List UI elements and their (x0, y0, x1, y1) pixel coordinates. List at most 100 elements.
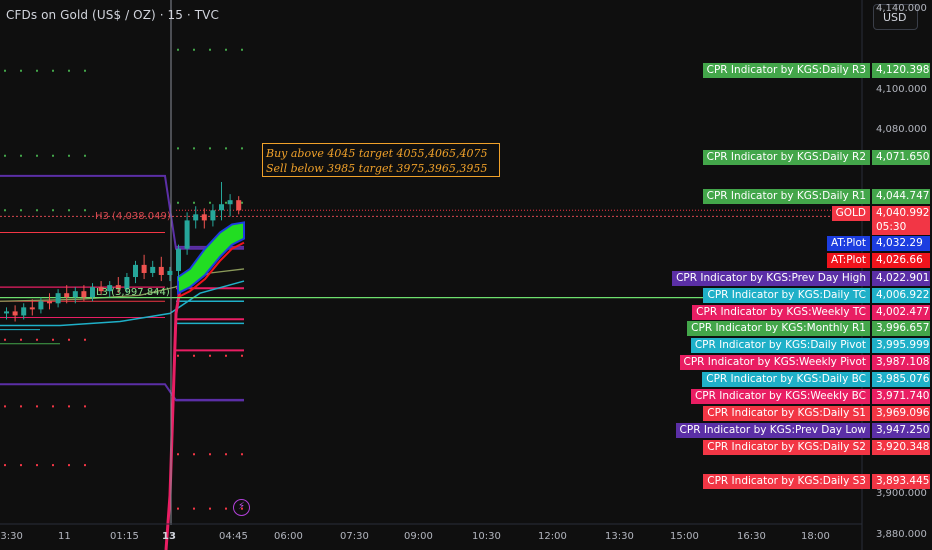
level-value-label: 4,006.922 (872, 288, 930, 303)
time-tick: 23:30 (0, 531, 23, 542)
level-value-label: 3,920.348 (872, 440, 930, 455)
time-tick: 09:00 (404, 531, 433, 542)
price-tick: 3,880.000 (876, 528, 927, 540)
trade-note-sell: Sell below 3985 target 3975,3965,3955 (266, 162, 488, 175)
candle-body (98, 287, 104, 292)
time-tick: 01:15 (110, 531, 139, 542)
level-name-label: AT:Plot (827, 236, 870, 251)
time-tick: 04:45 (219, 531, 248, 542)
candle-body (64, 293, 70, 298)
level-name-label: CPR Indicator by KGS:Daily S3 (703, 474, 870, 489)
time-tick: 18:00 (801, 531, 830, 542)
price-tick: 4,100.000 (876, 83, 927, 95)
currency-button[interactable]: USD (873, 4, 918, 30)
candle-body (141, 264, 147, 273)
level-value-label: 4,026.66 (872, 253, 930, 268)
level-value-label: 3,893.445 (872, 474, 930, 489)
h3-label: H3 (4,038.049) (95, 211, 171, 222)
level-name-label: CPR Indicator by KGS:Prev Day High (672, 271, 870, 286)
trade-note[interactable]: Buy above 4045 target 4055,4065,4075 Sel… (262, 143, 500, 177)
ma-line-cyan (0, 280, 245, 327)
trade-note-buy: Buy above 4045 target 4055,4065,4075 (266, 147, 488, 160)
candle-body (55, 293, 61, 304)
level-value-label: 4,022.901 (872, 271, 930, 286)
level-name-label: CPR Indicator by KGS:Daily BC (702, 372, 870, 387)
time-tick: 13:30 (605, 531, 634, 542)
candle-body (29, 307, 35, 310)
level-name-label: CPR Indicator by KGS:Daily R2 (702, 150, 870, 165)
level-name-label: CPR Indicator by KGS:Weekly BC (690, 389, 870, 404)
time-tick: 11 (58, 531, 71, 542)
candle-body (133, 264, 138, 278)
candle-body (124, 277, 130, 290)
level-name-label: CPR Indicator by KGS:Daily S1 (703, 406, 870, 421)
level-value-label: 4,071.650 (872, 150, 930, 165)
level-value-label: 4,002.477 (872, 305, 930, 320)
candle-body (201, 214, 207, 221)
l3-label: L3 (3,997.844) (96, 287, 170, 298)
time-tick: 16:30 (737, 531, 766, 542)
time-tick: 07:30 (340, 531, 369, 542)
time-tick: 12:00 (538, 531, 567, 542)
candle-body (72, 291, 78, 298)
candle-body (219, 204, 224, 211)
level-value-label: 4,032.29 (872, 236, 930, 251)
candle-body (227, 200, 233, 205)
level-value-label: 3,995.999 (872, 338, 930, 353)
prev-day-low-line (0, 383, 244, 402)
level-name-label: CPR Indicator by KGS:Daily TC (703, 288, 870, 303)
candle-body (38, 301, 44, 310)
level-value-label: 4,040.992 (872, 206, 930, 221)
candle-body (176, 248, 181, 271)
candle-body (236, 200, 242, 211)
candle-body (150, 266, 156, 273)
level-name-label: AT:Plot (827, 253, 870, 268)
level-name-label: CPR Indicator by KGS:Weekly TC (692, 305, 870, 320)
candle-body (210, 210, 216, 221)
time-tick: 13 (162, 531, 176, 542)
level-value-label: 3,987.108 (872, 355, 930, 370)
candle-body (47, 301, 52, 304)
level-name-label: CPR Indicator by KGS:Daily S2 (703, 440, 870, 455)
time-tick: 10:30 (472, 531, 501, 542)
price-tick: 4,140.000 (876, 3, 927, 15)
at-lower-line (177, 241, 245, 299)
at-cloud (177, 221, 245, 295)
candle-body (21, 307, 27, 316)
candle-body (158, 266, 164, 275)
candle-body (81, 291, 87, 298)
session-drop-line (164, 288, 182, 550)
candle-body (184, 220, 190, 249)
gold-countdown: 05:30 (872, 220, 930, 235)
lightning-icon[interactable]: ⚡ (233, 499, 250, 516)
level-lines-layer (0, 48, 246, 510)
symbol-title[interactable]: CFDs on Gold (US$ / OZ) · 15 · TVC (6, 8, 219, 22)
level-value-label: 4,044.747 (872, 189, 930, 204)
level-value-label: 3,947.250 (872, 423, 930, 438)
time-tick: 06:00 (274, 531, 303, 542)
candle-body (115, 285, 121, 290)
candle-body (12, 311, 18, 316)
price-tick: 3,900.000 (876, 488, 927, 500)
time-tick: 15:00 (670, 531, 699, 542)
level-name-label: CPR Indicator by KGS:Monthly R1 (687, 321, 870, 336)
level-name-label: CPR Indicator by KGS:Daily R1 (702, 189, 870, 204)
level-name-label: CPR Indicator by KGS:Prev Day Low (675, 423, 870, 438)
candle-body (167, 270, 173, 275)
level-value-label: 4,120.398 (872, 63, 930, 78)
price-tick: 4,080.000 (876, 124, 927, 136)
candles-layer (4, 181, 242, 322)
level-name-label: CPR Indicator by KGS:Daily R3 (702, 63, 870, 78)
level-value-label: 3,971.740 (872, 389, 930, 404)
candle-body (4, 311, 9, 314)
level-value-label: 3,969.096 (872, 406, 930, 421)
level-value-label: 3,996.657 (872, 321, 930, 336)
level-name-label: GOLD (831, 206, 870, 221)
level-name-label: CPR Indicator by KGS:Weekly Pivot (679, 355, 870, 370)
candle-body (90, 287, 95, 298)
candle-body (193, 214, 199, 221)
candle-body (107, 285, 113, 292)
level-name-label: CPR Indicator by KGS:Daily Pivot (690, 338, 870, 353)
level-value-label: 3,985.076 (872, 372, 930, 387)
